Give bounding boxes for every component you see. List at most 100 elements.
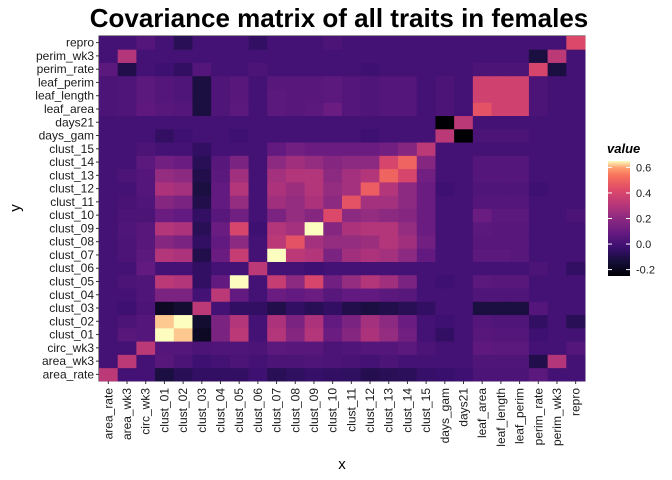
- heatmap-cell: [510, 181, 530, 196]
- heatmap-cell: [491, 128, 511, 143]
- heatmap-cell: [99, 102, 119, 117]
- heatmap-cell: [136, 248, 156, 262]
- heatmap-cell: [99, 248, 119, 262]
- heatmap-cell: [566, 115, 586, 130]
- heatmap-cell: [248, 354, 268, 369]
- heatmap-cell: [510, 261, 530, 276]
- heatmap-cell: [211, 208, 231, 223]
- heatmap-cell: [547, 208, 567, 223]
- heatmap-cell: [192, 181, 212, 196]
- heatmap-cell: [435, 261, 455, 276]
- heatmap-cell: [416, 49, 436, 63]
- heatmap-cell: [454, 221, 474, 236]
- heatmap-cell: [136, 261, 156, 276]
- heatmap-cell: [435, 36, 455, 50]
- y-axis-ticks: area_ratearea_wk3circ_wk3clust_01clust_0…: [35, 36, 99, 381]
- heatmap-cell: [285, 274, 306, 289]
- heatmap-cell: [173, 49, 193, 63]
- heatmap-cell: [155, 168, 175, 183]
- heatmap-cell: [136, 75, 156, 90]
- heatmap-cell: [416, 62, 436, 77]
- heatmap-cell: [435, 208, 455, 223]
- heatmap-cell: [192, 354, 212, 369]
- heatmap-cell: [528, 301, 549, 316]
- x-tick-label: clust_05: [232, 388, 246, 433]
- heatmap-cell: [229, 102, 249, 117]
- heatmap-cell: [416, 181, 436, 196]
- heatmap-cell: [192, 62, 212, 77]
- heatmap-cell: [491, 367, 511, 382]
- color-legend: value 0.6 0.4 0.2 0.0 -0.2: [607, 141, 655, 277]
- heatmap-cell: [211, 142, 231, 156]
- heatmap-cell: [285, 195, 306, 209]
- legend-colorbar: [608, 161, 630, 276]
- heatmap-cell: [211, 288, 231, 302]
- heatmap-cell: [528, 235, 549, 249]
- heatmap-cell: [248, 168, 268, 183]
- heatmap-cell: [304, 288, 324, 302]
- heatmap-cell: [566, 75, 586, 90]
- heatmap-cell: [360, 36, 380, 50]
- heatmap-cell: [342, 274, 362, 289]
- heatmap-cell: [248, 367, 268, 382]
- y-tick-label: days_gam: [39, 129, 94, 143]
- heatmap-cell: [398, 367, 418, 382]
- heatmap-cell: [323, 327, 343, 342]
- y-tick-label: leaf_length: [35, 89, 94, 103]
- heatmap-cell: [360, 221, 380, 236]
- heatmap-cell: [229, 128, 249, 143]
- heatmap-cell: [528, 327, 549, 342]
- heatmap-cell: [229, 274, 249, 289]
- heatmap-cell: [435, 301, 455, 316]
- heatmap-cell: [342, 75, 362, 90]
- heatmap-cell: [285, 341, 306, 355]
- heatmap-cell: [304, 221, 324, 236]
- heatmap-cell: [566, 288, 586, 302]
- heatmap-cell: [267, 49, 287, 63]
- heatmap-cell: [342, 327, 362, 342]
- heatmap-cell: [491, 75, 511, 90]
- heatmap-cell: [192, 75, 212, 90]
- heatmap-cell: [192, 235, 212, 249]
- heatmap-cell: [547, 221, 567, 236]
- heatmap-cell: [416, 168, 436, 183]
- heatmap-cell: [173, 208, 193, 223]
- x-tick-label: leaf_perim: [513, 388, 527, 444]
- heatmap-cell: [229, 248, 249, 262]
- heatmap-cell: [528, 208, 549, 223]
- heatmap-cell: [566, 208, 586, 223]
- heatmap-cell: [99, 168, 119, 183]
- heatmap-cell: [472, 128, 492, 143]
- heatmap-cell: [173, 221, 193, 236]
- heatmap-cell: [416, 89, 436, 103]
- heatmap-cell: [229, 261, 249, 276]
- heatmap-cell: [323, 102, 343, 117]
- heatmap-cell: [267, 341, 287, 355]
- heatmap-cell: [491, 142, 511, 156]
- heatmap-cell: [398, 261, 418, 276]
- heatmap-cell: [379, 142, 399, 156]
- heatmap-cell: [342, 62, 362, 77]
- x-tick-label: clust_15: [419, 388, 433, 433]
- heatmap-cell: [173, 235, 193, 249]
- heatmap-cell: [416, 128, 436, 143]
- heatmap-cell: [173, 341, 193, 355]
- heatmap-cell: [491, 62, 511, 77]
- heatmap-cell: [211, 102, 231, 117]
- heatmap-cell: [267, 195, 287, 209]
- heatmap-cell: [398, 168, 418, 183]
- heatmap-cell: [510, 248, 530, 262]
- heatmap-cell: [454, 49, 474, 63]
- heatmap-cell: [267, 235, 287, 249]
- heatmap-cell: [547, 181, 567, 196]
- heatmap-cell: [435, 341, 455, 355]
- heatmap-cell: [416, 261, 436, 276]
- heatmap-cell: [323, 36, 343, 50]
- heatmap-cell: [211, 341, 231, 355]
- heatmap-cell: [285, 36, 306, 50]
- heatmap-cell: [267, 62, 287, 77]
- heatmap-cell: [528, 115, 549, 130]
- heatmap-cell: [155, 235, 175, 249]
- heatmap-cell: [510, 327, 530, 342]
- heatmap-cell: [416, 102, 436, 117]
